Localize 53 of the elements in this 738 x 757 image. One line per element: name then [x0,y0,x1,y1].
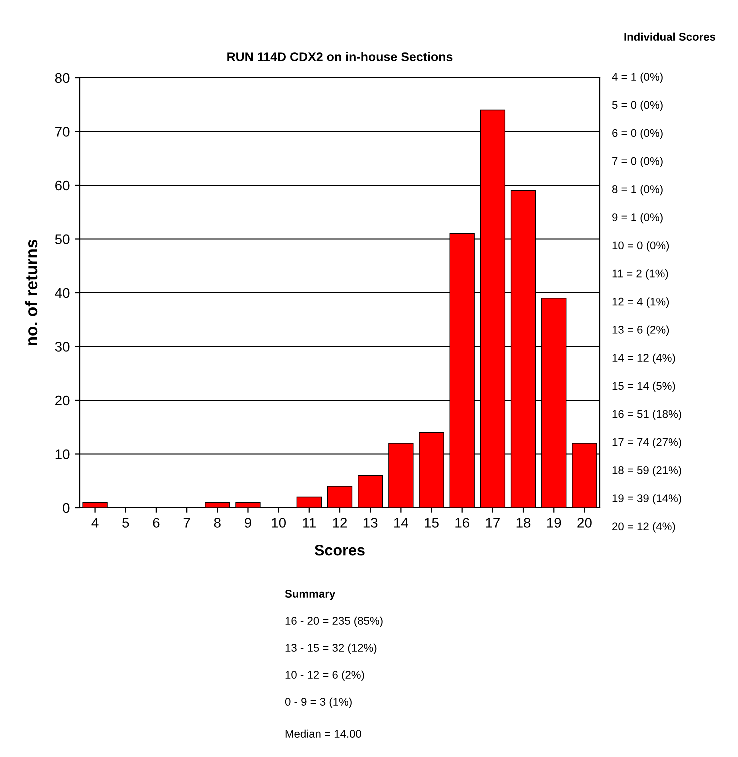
x-tick-label: 12 [333,518,348,528]
x-axis-title: Scores [314,544,365,556]
x-tick-label: 8 [214,518,221,528]
y-tick-label: 80 [55,73,70,84]
y-axis-title: no. of returns [25,240,38,346]
x-tick-label: 14 [394,518,408,528]
text: 10 = 0 (0%) [612,241,670,252]
y-tick-label: 30 [55,342,70,352]
text: 9 = 1 (0%) [612,213,663,224]
text: 17 = 74 (27%) [612,438,682,448]
text: 7 = 0 (0%) [612,157,663,168]
text: 10 - 12 = 6 (2%) [286,670,364,682]
x-tick-label: 6 [153,518,160,528]
x-tick-label: 16 [456,518,470,528]
y-tick-label: 50 [55,234,70,244]
x-tick-label: 15 [425,518,439,528]
y-tick-label: 20 [56,396,70,406]
x-tick-label: 18 [516,518,531,528]
text: 16 = 51 (18%) [612,410,682,420]
x-tick-label: 4 [92,518,99,528]
x-tick-label: 5 [122,518,130,528]
text: 18 = 59 (21%) [612,466,682,477]
text: 0 - 9 = 3 (1%) [285,698,352,708]
x-tick-label: 20 [578,518,592,528]
text: 20 = 12 (4%) [612,522,676,533]
text: 6 = 0 (0%) [612,129,663,140]
text: 16 - 20 = 235 (85%) [286,616,383,628]
y-tick-label: 0 [63,503,70,514]
chart-title: RUN 114D CDX2 on in-house Sections [228,52,453,62]
text: 8 = 1 (0%) [612,185,663,196]
text: 15 = 14 (5%) [612,382,676,392]
x-tick-label: 11 [303,518,316,528]
text: 5 = 0 (0%) [612,100,663,112]
text: 13 - 15 = 32 (12%) [286,644,377,654]
text: Summary [285,590,336,600]
text: 14 = 12 (4%) [612,354,676,364]
text: 19 = 39 (14%) [612,494,682,505]
y-tick-label: 10 [56,450,70,460]
x-tick-label: 19 [547,518,562,528]
x-tick-label: 10 [272,518,286,528]
text: 12 = 4 (1%) [612,298,670,308]
x-tick-label: 9 [245,518,252,528]
text: 4 = 1 (0%) [612,72,663,84]
text: 11 = 2 (1%) [612,270,668,280]
y-tick-label: 40 [55,288,70,298]
x-tick-label: 17 [486,518,500,528]
y-tick-label: 70 [56,127,70,137]
x-tick-label: 7 [184,518,190,528]
y-tick-label: 60 [56,180,70,191]
x-tick-label: 13 [364,518,378,528]
text: Median = 14.00 [286,730,362,738]
text: Individual Scores [624,32,716,41]
text: 13 = 6 (2%) [612,326,670,336]
